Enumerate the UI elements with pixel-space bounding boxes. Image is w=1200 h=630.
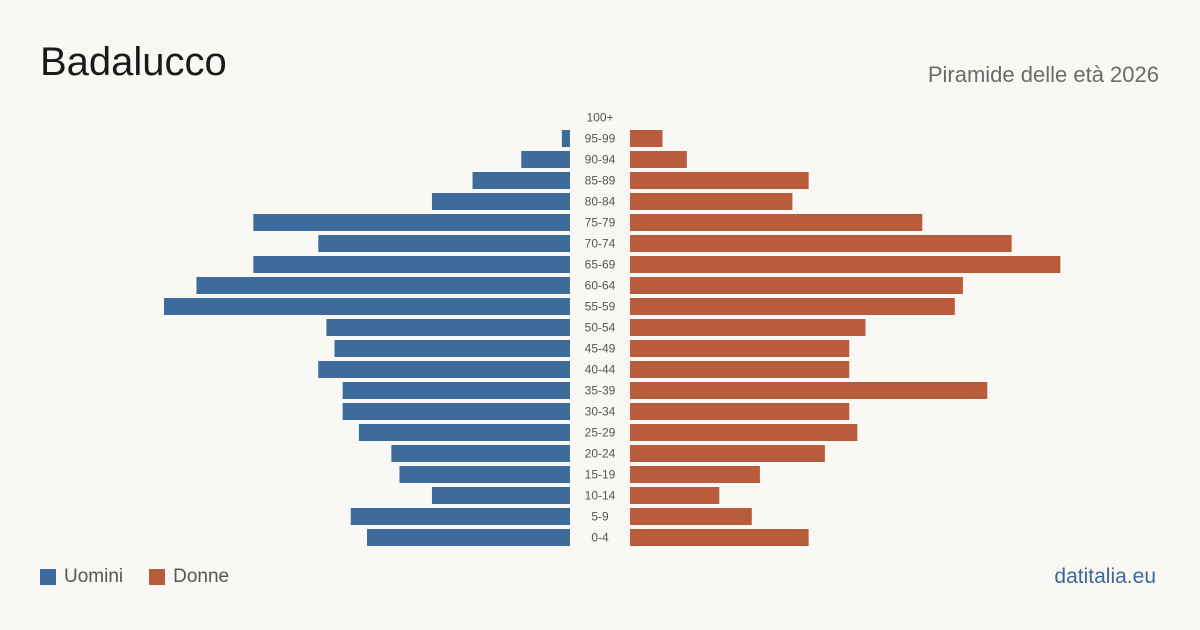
legend-item-women: Donne [149,566,229,588]
bar-women-90-94 [630,151,687,168]
legend-label-women: Donne [173,566,230,587]
age-label-30-34: 30-34 [585,405,616,419]
bar-men-60-64 [196,277,571,294]
chart-subtitle: Piramide delle età 2026 [927,62,1159,87]
age-label-20-24: 20-24 [585,447,616,461]
age-label-45-49: 45-49 [585,342,616,356]
bar-women-95-99 [630,130,663,147]
bar-men-30-34 [342,403,570,420]
bar-men-10-14 [431,487,570,504]
age-label-85-89: 85-89 [585,174,616,188]
bar-women-45-49 [630,340,850,357]
bar-men-45-49 [334,340,570,357]
bar-men-80-84 [431,193,570,210]
age-label-80-84: 80-84 [585,195,616,209]
age-label-70-74: 70-74 [585,237,616,251]
age-label-60-64: 60-64 [585,279,616,293]
bar-women-0-4 [630,529,809,546]
brand-link[interactable]: datitalia.eu [1054,565,1156,588]
legend-item-men: Uomini [40,566,123,588]
bar-men-5-9 [350,508,570,525]
age-label-15-19: 15-19 [585,468,616,482]
age-label-65-69: 65-69 [585,258,616,272]
bar-women-70-74 [630,235,1012,252]
age-label-95-99: 95-99 [585,132,616,146]
legend-swatch-women [149,569,166,585]
age-label-75-79: 75-79 [585,216,616,230]
bar-women-65-69 [630,256,1061,273]
bar-women-30-34 [630,403,850,420]
page-title: Badalucco [40,40,227,84]
bar-men-70-74 [318,235,570,252]
age-label-90-94: 90-94 [585,153,616,167]
bar-men-95-99 [561,130,570,147]
bar-women-10-14 [630,487,720,504]
bar-men-20-24 [391,445,570,462]
bar-men-15-19 [399,466,570,483]
legend-swatch-men [40,569,56,585]
age-label-100+: 100+ [586,111,613,125]
bar-men-35-39 [342,382,570,399]
bar-women-60-64 [630,277,963,294]
bar-men-85-89 [472,172,570,189]
bar-men-55-59 [164,298,570,315]
age-label-25-29: 25-29 [585,426,616,440]
bar-women-20-24 [630,445,825,462]
bar-women-55-59 [630,298,955,315]
age-label-10-14: 10-14 [585,489,616,503]
bar-men-0-4 [367,529,570,546]
bar-women-75-79 [630,214,923,231]
legend: Uomini Donne [40,566,255,588]
bar-women-5-9 [630,508,752,525]
population-pyramid-chart: 100+ 95-99 90-94 85-89 80-84 75-79 70-74 65-69 6… [164,111,1061,546]
age-label-40-44: 40-44 [585,363,616,377]
bar-women-35-39 [630,382,988,399]
age-label-35-39: 35-39 [585,384,616,398]
bar-women-25-29 [630,424,858,441]
bar-men-65-69 [253,256,570,273]
age-label-5-9: 5-9 [591,510,609,524]
bar-women-40-44 [630,361,850,378]
bar-men-90-94 [521,151,570,168]
bar-women-15-19 [630,466,760,483]
bar-women-50-54 [630,319,866,336]
age-label-55-59: 55-59 [585,300,616,314]
bar-men-75-79 [253,214,570,231]
age-label-50-54: 50-54 [585,321,616,335]
bar-women-80-84 [630,193,793,210]
bar-men-40-44 [318,361,570,378]
age-label-0-4: 0-4 [591,531,609,545]
bar-men-25-29 [358,424,570,441]
legend-label-men: Uomini [64,566,124,587]
bar-women-85-89 [630,172,809,189]
bar-men-50-54 [326,319,570,336]
